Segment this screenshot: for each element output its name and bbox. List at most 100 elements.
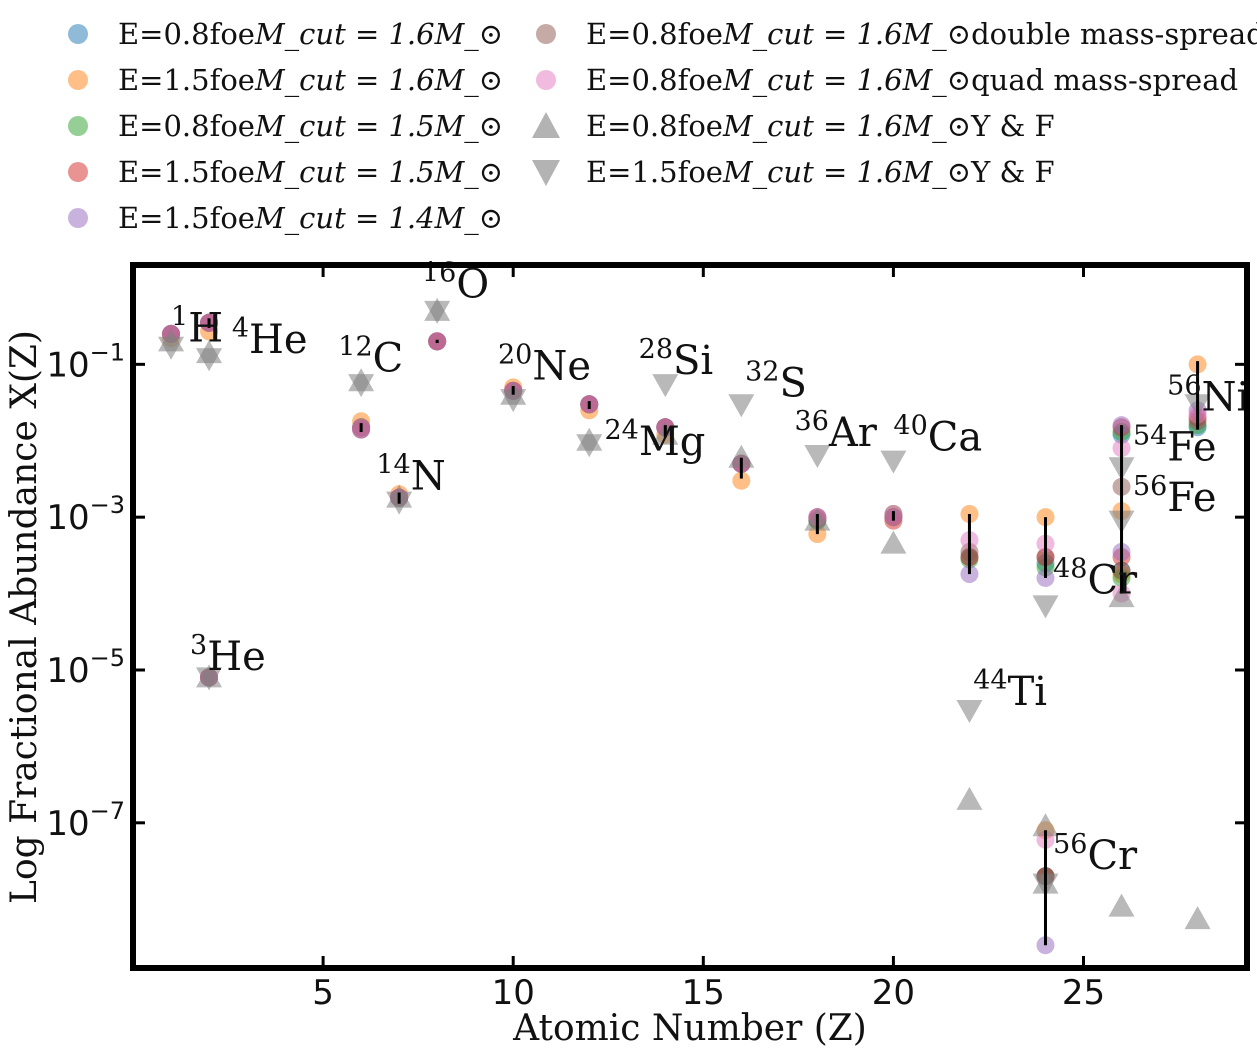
data-point (1032, 595, 1059, 619)
data-point (348, 374, 375, 398)
x-axis-title: Atomic Number (Z) (512, 1008, 867, 1049)
legend-label-post: quad mass-spread (971, 63, 1239, 97)
isotope-element: Ar (828, 410, 878, 456)
legend-label-post: Y & F (971, 155, 1055, 189)
y-axis-ticks: 10−110−310−510−7 (46, 338, 1247, 844)
isotope-mass-number: 40 (893, 410, 927, 441)
isotope-label: 4He (232, 313, 308, 363)
isotope-label: 40Ca (893, 410, 982, 460)
isotope-element: He (249, 317, 308, 363)
legend-item-e15-m16: E=1.5foe M_cut = 1.6M_⊙ (60, 58, 503, 102)
legend-marker-circle (60, 200, 96, 236)
legend-marker-circle (60, 108, 96, 144)
data-point (1108, 584, 1135, 608)
legend-label-math: M_cut = 1.6M_⊙ (254, 17, 504, 51)
isotope-mass-number: 44 (973, 665, 1007, 696)
data-point (424, 300, 451, 324)
legend-label-math: M_cut = 1.5M_⊙ (254, 155, 504, 189)
legend-marker-circle (528, 62, 564, 98)
legend-label-post: Y & F (971, 109, 1055, 143)
legend-label-math: M_cut = 1.6M_⊙ (722, 109, 972, 143)
isotope-label: 12C (338, 332, 403, 382)
data-point (196, 348, 223, 372)
isotope-mass-number: 56 (1133, 471, 1167, 502)
x-axis-ticks: 5 10 15 20 25 (312, 265, 1105, 1013)
legend-item-yf15: E=1.5foe M_cut = 1.6M_⊙ Y & F (528, 150, 1055, 194)
isotope-element: Cr (1087, 558, 1138, 604)
legend-label-math: M_cut = 1.6M_⊙ (722, 17, 972, 51)
y-tick-exponent: −3 (90, 491, 125, 519)
isotope-element: C (373, 336, 404, 382)
legend-label-math: M_cut = 1.6M_⊙ (722, 63, 972, 97)
isotope-label: 24Mg (604, 415, 705, 465)
isotope-mass-number: 56 (1167, 370, 1201, 401)
isotope-mass-number: 28 (639, 334, 673, 365)
data-point (652, 374, 679, 398)
legend-item-double: E=0.8foe M_cut = 1.6M_⊙ double mass-spre… (528, 12, 1257, 56)
y-tick-label: 10−5 (46, 644, 125, 691)
data-point (880, 450, 907, 474)
y-tick-label: 10−1 (46, 338, 125, 385)
x-tick-label: 25 (1062, 973, 1105, 1013)
x-tick-label: 15 (682, 973, 725, 1013)
legend-item-e15-m14: E=1.5foe M_cut = 1.4M_⊙ (60, 196, 503, 240)
x-tick-label: 5 (312, 973, 334, 1013)
data-point (1108, 893, 1135, 917)
y-tick-base: 10 (46, 345, 89, 385)
legend: E=0.8foe M_cut = 1.6M_⊙ E=1.5foe M_cut =… (60, 12, 1257, 242)
legend-label-pre: E=0.8foe (586, 17, 723, 51)
isotope-label: 14N (376, 450, 445, 500)
legend-label-math: M_cut = 1.6M_⊙ (722, 155, 972, 189)
data-point (500, 389, 527, 413)
isotope-mass-number: 1 (171, 301, 188, 332)
legend-label-math: M_cut = 1.4M_⊙ (254, 201, 504, 235)
isotope-element: Ni (1202, 374, 1250, 420)
y-tick-base: 10 (46, 651, 89, 691)
isotope-element: O (456, 261, 489, 307)
legend-label-pre: E=1.5foe (118, 201, 255, 235)
isotope-element: H (188, 305, 223, 351)
isotope-mass-number: 36 (795, 406, 829, 437)
data-point (804, 445, 831, 469)
isotope-element: Cr (1087, 833, 1138, 879)
isotope-label: 1H (171, 301, 223, 351)
isotope-element: Fe (1167, 425, 1216, 471)
data-point (956, 786, 983, 810)
y-tick-base: 10 (46, 804, 89, 844)
isotope-element: N (411, 454, 446, 500)
y-tick-exponent: −1 (90, 338, 125, 366)
y-tick-exponent: −7 (90, 797, 125, 825)
y-tick-label: 10−3 (46, 491, 125, 538)
legend-marker-triangle-down (528, 154, 564, 190)
legend-label-pre: E=1.5foe (118, 63, 255, 97)
legend-marker-circle (528, 16, 564, 52)
legend-item-e08-m15: E=0.8foe M_cut = 1.5M_⊙ (60, 104, 503, 148)
isotope-mass-number: 3 (190, 630, 207, 661)
isotope-label: 44Ti (973, 665, 1047, 715)
isotope-label: 20Ne (498, 340, 591, 390)
data-point (576, 434, 603, 458)
data-point (196, 667, 223, 691)
legend-label-post: double mass-spread (971, 17, 1257, 51)
x-tick-label: 10 (492, 973, 535, 1013)
isotope-mass-number: 54 (1133, 421, 1167, 452)
y-axis-title: Log Fractional Abundance X(Z) (4, 330, 45, 904)
isotope-element: Ne (532, 344, 591, 390)
y-tick-exponent: −5 (90, 644, 125, 672)
legend-marker-circle (60, 154, 96, 190)
legend-label-pre: E=1.5foe (586, 155, 723, 189)
isotope-mass-number: 24 (604, 415, 638, 446)
data-point (732, 471, 751, 490)
isotope-mass-number: 14 (376, 450, 410, 481)
legend-label-pre: E=0.8foe (586, 109, 723, 143)
isotope-label: 32S (745, 356, 807, 406)
error-bars (207, 318, 1200, 946)
isotope-mass-number: 12 (338, 332, 372, 363)
isotope-element: S (779, 360, 806, 406)
legend-marker-circle (60, 62, 96, 98)
isotope-mass-number: 20 (498, 340, 532, 371)
legend-label-math: M_cut = 1.5M_⊙ (254, 109, 504, 143)
legend-marker-circle (60, 16, 96, 52)
